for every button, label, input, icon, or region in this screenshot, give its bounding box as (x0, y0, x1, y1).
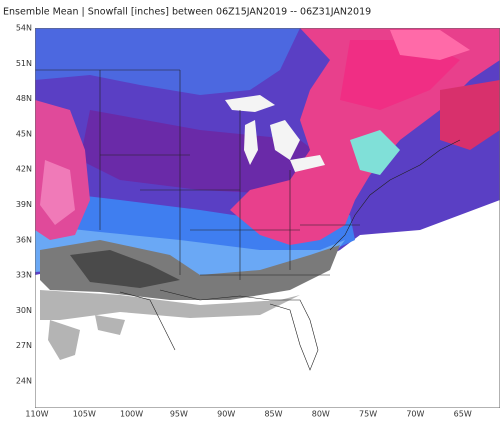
longitude-label: 100W (120, 410, 143, 419)
longitude-label: 85W (264, 410, 282, 419)
latitude-label: 24N (16, 377, 32, 386)
longitude-label: 105W (73, 410, 96, 419)
longitude-label: 110W (25, 410, 48, 419)
latitude-label: 51N (16, 59, 32, 68)
longitude-label: 95W (170, 410, 188, 419)
latitude-label: 30N (16, 306, 32, 315)
latitude-label: 36N (16, 235, 32, 244)
latitude-label: 42N (16, 165, 32, 174)
longitude-label: 75W (359, 410, 377, 419)
latitude-label: 33N (16, 271, 32, 280)
longitude-label: 70W (406, 410, 424, 419)
longitude-label: 90W (217, 410, 235, 419)
latitude-label: 45N (16, 129, 32, 138)
map-title: Ensemble Mean | Snowfall [inches] betwee… (3, 7, 371, 18)
latitude-label: 54N (16, 24, 32, 33)
latitude-label: 48N (16, 94, 32, 103)
longitude-label: 65W (454, 410, 472, 419)
latitude-label: 27N (16, 341, 32, 350)
latitude-label: 39N (16, 200, 32, 209)
snowfall-field (35, 28, 500, 408)
longitude-label: 80W (312, 410, 330, 419)
